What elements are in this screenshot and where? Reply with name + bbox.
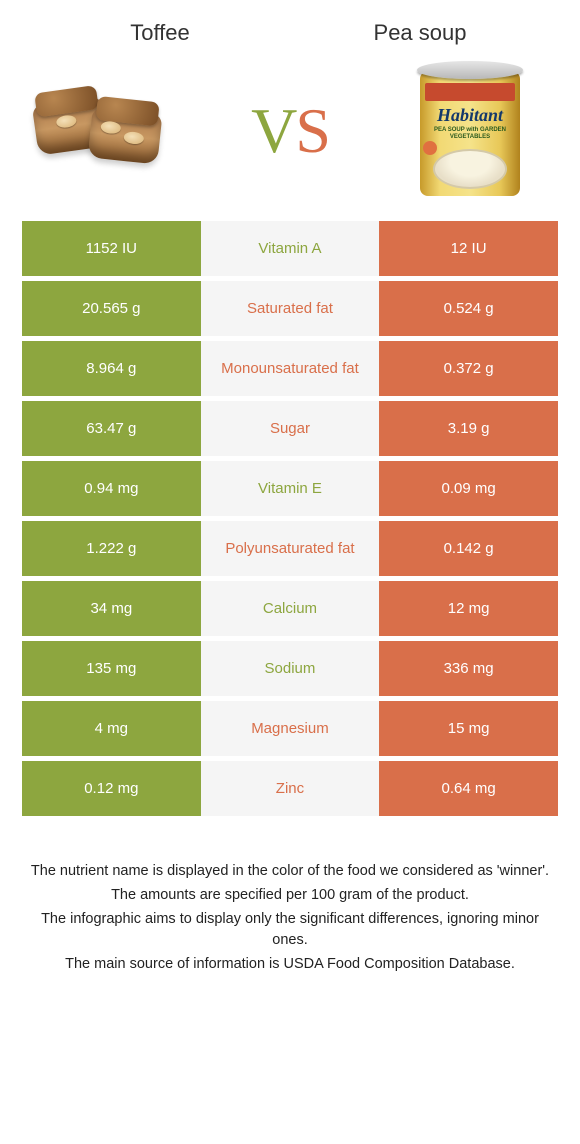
comparison-table: 1152 IUVitamin A12 IU20.565 gSaturated f… (0, 221, 580, 816)
nutrient-name: Sodium (201, 641, 380, 696)
footer-line-1: The nutrient name is displayed in the co… (30, 861, 550, 883)
left-value: 0.12 mg (22, 761, 201, 816)
nutrient-name: Saturated fat (201, 281, 380, 336)
nutrient-name: Zinc (201, 761, 380, 816)
table-row: 4 mgMagnesium15 mg (22, 701, 558, 756)
right-value: 3.19 g (379, 401, 558, 456)
footer-notes: The nutrient name is displayed in the co… (0, 821, 580, 976)
vs-s: S (295, 95, 329, 166)
left-value: 0.94 mg (22, 461, 201, 516)
table-row: 20.565 gSaturated fat0.524 g (22, 281, 558, 336)
footer-line-2: The amounts are specified per 100 gram o… (30, 885, 550, 907)
left-value: 1152 IU (22, 221, 201, 276)
left-value: 20.565 g (22, 281, 201, 336)
table-row: 1152 IUVitamin A12 IU (22, 221, 558, 276)
nutrient-name: Monounsaturated fat (201, 341, 380, 396)
nutrient-name: Vitamin E (201, 461, 380, 516)
table-row: 1.222 gPolyunsaturated fat0.142 g (22, 521, 558, 576)
right-value: 0.524 g (379, 281, 558, 336)
header: Toffee Pea soup (0, 0, 580, 56)
left-value: 34 mg (22, 581, 201, 636)
right-value: 0.64 mg (379, 761, 558, 816)
table-row: 135 mgSodium336 mg (22, 641, 558, 696)
right-value: 15 mg (379, 701, 558, 756)
vs-label: VS (251, 94, 329, 168)
right-value: 0.09 mg (379, 461, 558, 516)
right-value: 0.372 g (379, 341, 558, 396)
images-row: VS Habitant PEA SOUP with GARDEN VEGETAB… (0, 56, 580, 221)
left-value: 8.964 g (22, 341, 201, 396)
pea-soup-image: Habitant PEA SOUP with GARDEN VEGETABLES (395, 71, 545, 191)
table-row: 0.94 mgVitamin E0.09 mg (22, 461, 558, 516)
table-row: 34 mgCalcium12 mg (22, 581, 558, 636)
left-value: 4 mg (22, 701, 201, 756)
vs-v: V (251, 95, 295, 166)
table-row: 8.964 gMonounsaturated fat0.372 g (22, 341, 558, 396)
right-value: 336 mg (379, 641, 558, 696)
table-row: 0.12 mgZinc0.64 mg (22, 761, 558, 816)
nutrient-name: Magnesium (201, 701, 380, 756)
left-value: 63.47 g (22, 401, 201, 456)
right-value: 0.142 g (379, 521, 558, 576)
left-value: 1.222 g (22, 521, 201, 576)
left-value: 135 mg (22, 641, 201, 696)
left-food-title: Toffee (30, 20, 290, 46)
right-food-title: Pea soup (290, 20, 550, 46)
footer-line-4: The main source of information is USDA F… (30, 954, 550, 976)
right-value: 12 IU (379, 221, 558, 276)
nutrient-name: Sugar (201, 401, 380, 456)
footer-line-3: The infographic aims to display only the… (30, 909, 550, 953)
table-row: 63.47 gSugar3.19 g (22, 401, 558, 456)
nutrient-name: Calcium (201, 581, 380, 636)
nutrient-name: Vitamin A (201, 221, 380, 276)
nutrient-name: Polyunsaturated fat (201, 521, 380, 576)
right-value: 12 mg (379, 581, 558, 636)
can-brand: Habitant (415, 105, 525, 126)
toffee-image (35, 71, 185, 191)
can-sub: PEA SOUP with GARDEN VEGETABLES (415, 127, 525, 140)
